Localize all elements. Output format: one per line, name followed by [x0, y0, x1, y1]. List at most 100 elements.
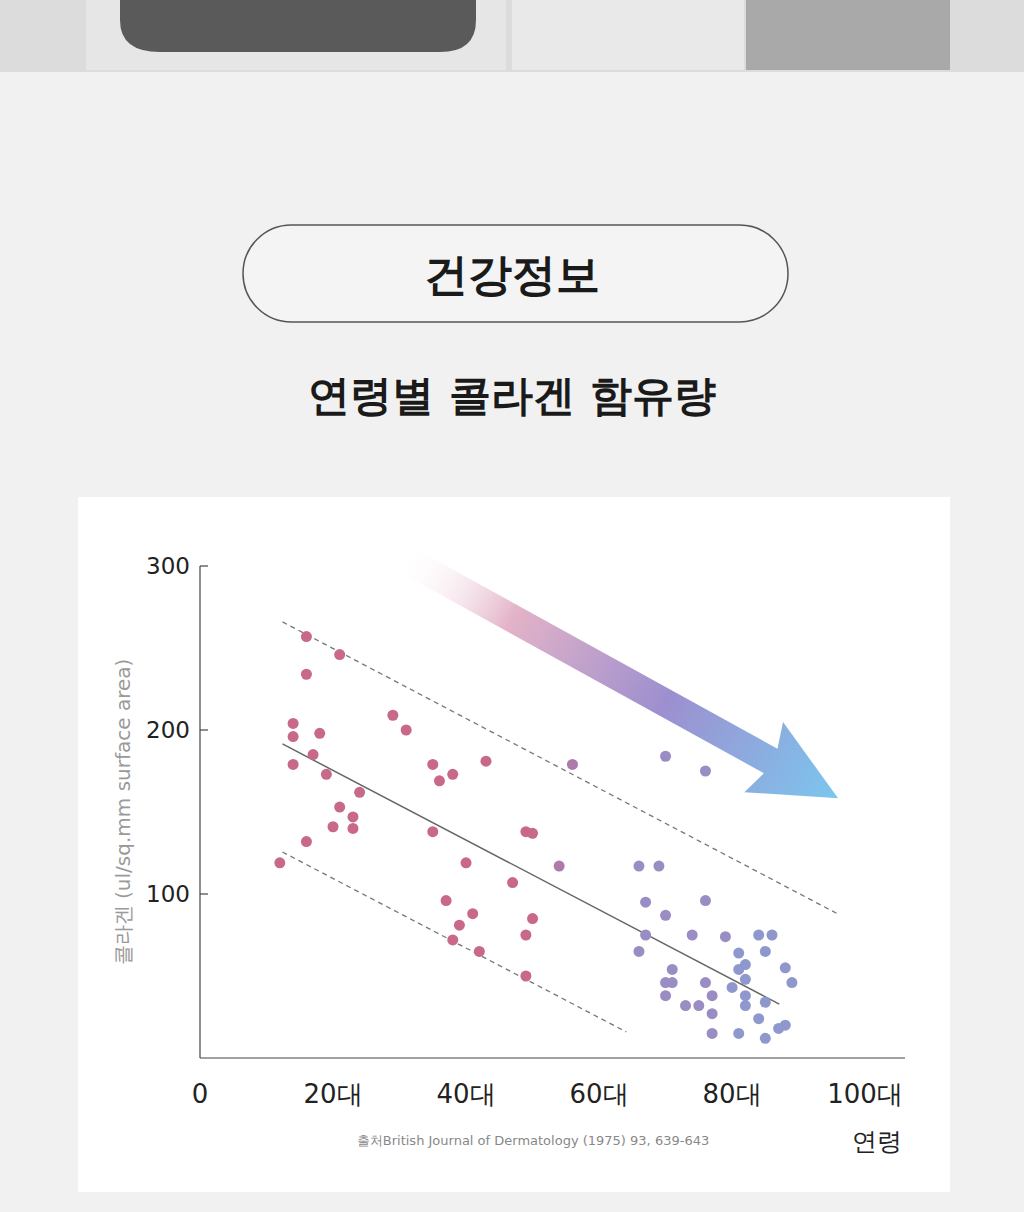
data-point	[753, 1013, 764, 1024]
data-point	[274, 857, 285, 868]
data-point	[700, 766, 711, 777]
data-point	[667, 964, 678, 975]
data-point	[633, 946, 644, 957]
top-strip	[0, 0, 1024, 72]
data-point	[507, 877, 518, 888]
x-axis	[200, 1057, 905, 1058]
data-point	[760, 997, 771, 1008]
chart-title: 연령별 콜라겐 함유량	[308, 371, 715, 420]
data-point	[401, 725, 412, 736]
y-tick	[200, 729, 208, 730]
data-point	[753, 930, 764, 941]
data-point	[707, 990, 718, 1001]
data-point	[660, 990, 671, 1001]
data-point	[527, 913, 538, 924]
data-point	[447, 934, 458, 945]
trend-arrow-shape	[384, 523, 858, 833]
data-point	[786, 977, 797, 988]
data-point	[554, 861, 565, 872]
data-point	[660, 910, 671, 921]
x-tick-label: 0	[192, 1079, 209, 1109]
data-point	[520, 971, 531, 982]
data-point	[766, 930, 777, 941]
data-point	[308, 749, 319, 760]
data-point	[700, 977, 711, 988]
x-tick-label: 100대	[827, 1079, 903, 1109]
data-point	[660, 751, 671, 762]
data-point	[780, 1020, 791, 1031]
data-point	[700, 895, 711, 906]
data-point	[680, 1000, 691, 1011]
data-point	[527, 828, 538, 839]
chart-panel	[78, 497, 950, 1192]
data-point	[427, 826, 438, 837]
source-note: 출처British Journal of Dermatology (1975) …	[357, 1133, 709, 1148]
data-point	[740, 990, 751, 1001]
data-point	[334, 649, 345, 660]
badge-text: 건강정보	[424, 249, 600, 300]
data-point	[427, 759, 438, 770]
data-point	[461, 857, 472, 868]
data-point	[480, 756, 491, 767]
top-image-shape	[120, 0, 476, 52]
x-tick-label: 80대	[703, 1079, 762, 1109]
data-point	[288, 731, 299, 742]
y-tick	[200, 893, 208, 894]
data-point	[520, 930, 531, 941]
data-point	[434, 775, 445, 786]
data-point	[733, 1028, 744, 1039]
data-point	[441, 895, 452, 906]
data-point	[288, 759, 299, 770]
background	[0, 0, 1024, 1212]
bound-line	[282, 852, 626, 1032]
data-point	[760, 1033, 771, 1044]
y-axis	[199, 566, 200, 1058]
plot-marks	[274, 622, 840, 1044]
data-point	[447, 769, 458, 780]
y-tick-label: 200	[146, 717, 190, 743]
data-point	[727, 982, 738, 993]
data-point	[720, 931, 731, 942]
data-point	[347, 823, 358, 834]
data-point	[693, 1000, 704, 1011]
data-point	[707, 1008, 718, 1019]
trend-arrow	[384, 523, 858, 833]
data-point	[301, 631, 312, 642]
data-point	[454, 920, 465, 931]
data-point	[474, 946, 485, 957]
data-point	[640, 897, 651, 908]
bound-line	[282, 622, 839, 915]
top-image	[86, 0, 506, 70]
data-point	[334, 802, 345, 813]
x-axis-title: 연령	[852, 1127, 902, 1156]
data-point	[667, 977, 678, 988]
x-tick-label: 20대	[303, 1079, 362, 1109]
data-point	[328, 821, 339, 832]
data-point	[301, 836, 312, 847]
data-point	[321, 769, 332, 780]
data-point	[707, 1028, 718, 1039]
data-point	[347, 811, 358, 822]
data-point	[687, 930, 698, 941]
y-axis-title: 콜라겐 (ul/sq.mm surface area)	[111, 659, 135, 966]
data-point	[780, 962, 791, 973]
data-point	[301, 669, 312, 680]
data-point	[653, 861, 664, 872]
badge-pill	[243, 225, 788, 322]
data-point	[387, 710, 398, 721]
data-point	[760, 946, 771, 957]
data-point	[740, 1000, 751, 1011]
top-image	[512, 0, 744, 70]
data-point	[733, 948, 744, 959]
data-point	[640, 930, 651, 941]
data-point	[288, 718, 299, 729]
x-tick-label: 40대	[436, 1079, 495, 1109]
data-point	[314, 728, 325, 739]
trend-line	[282, 744, 779, 1004]
x-tick-label: 60대	[570, 1079, 629, 1109]
data-point	[633, 861, 644, 872]
y-tick-label: 100	[146, 881, 190, 907]
page: 건강정보연령별 콜라겐 함유량100200300020대40대60대80대100…	[0, 0, 1024, 1212]
data-point	[740, 974, 751, 985]
data-point	[733, 964, 744, 975]
